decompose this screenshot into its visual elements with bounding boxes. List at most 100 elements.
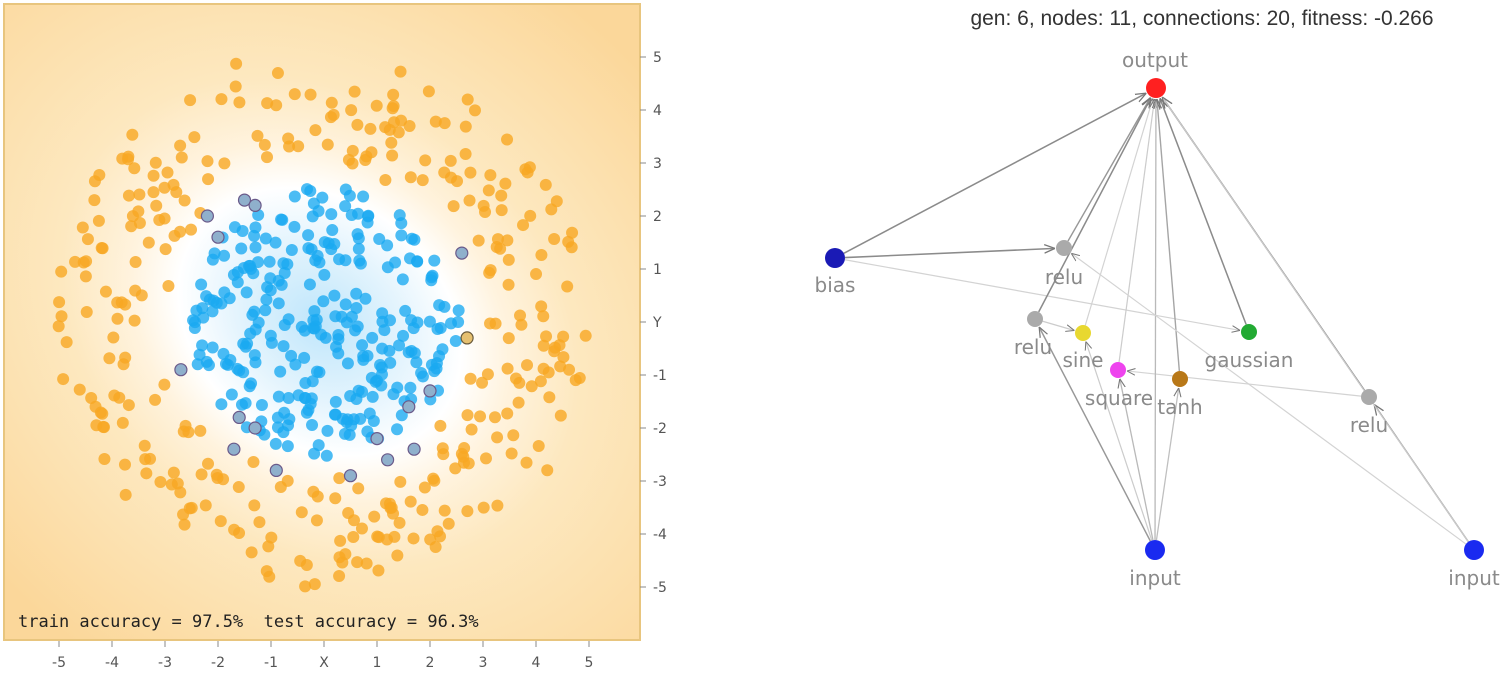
orange-point xyxy=(138,439,151,452)
blue-point xyxy=(217,347,230,360)
orange-point xyxy=(288,88,301,101)
x-tick-label: 4 xyxy=(532,655,541,671)
node-relu2[interactable] xyxy=(1027,311,1043,327)
orange-point xyxy=(495,189,508,202)
node-label-sine: sine xyxy=(1063,348,1104,372)
orange-point xyxy=(304,88,317,101)
orange-point xyxy=(60,336,73,349)
orange-point xyxy=(491,431,504,444)
misclassified-blue-point xyxy=(455,246,469,260)
edge-bias-relu1 xyxy=(844,248,1055,259)
orange-point xyxy=(80,306,93,319)
node-bias[interactable] xyxy=(825,248,845,268)
blue-point xyxy=(381,239,394,252)
edge-relu1-output xyxy=(1067,98,1151,242)
node-input2[interactable] xyxy=(1464,540,1484,560)
orange-point xyxy=(347,530,360,543)
blue-point xyxy=(357,190,370,203)
orange-point xyxy=(484,169,497,182)
orange-point xyxy=(407,532,420,545)
x-tick-label: 1 xyxy=(373,655,382,671)
orange-point xyxy=(159,243,172,256)
blue-point xyxy=(376,315,389,328)
orange-point xyxy=(534,375,547,388)
orange-point xyxy=(543,391,556,404)
blue-point xyxy=(395,409,408,422)
orange-point xyxy=(517,219,530,232)
orange-point xyxy=(391,549,404,562)
orange-point xyxy=(351,556,364,569)
edge-bias-output xyxy=(843,93,1146,254)
orange-point xyxy=(128,162,141,175)
orange-point xyxy=(111,312,124,325)
node-input1[interactable] xyxy=(1145,540,1165,560)
y-tick-label: 1 xyxy=(653,262,662,278)
scatter-plot-panel: -5 -4 -3 -2 -1 X 1 2 3 4 5 5 4 3 2 1 Y -1 -2 -3 -4 -5 train a… xyxy=(0,0,700,676)
blue-point xyxy=(445,317,458,330)
blue-point xyxy=(196,302,209,315)
orange-point xyxy=(140,467,153,480)
node-square[interactable] xyxy=(1110,362,1126,378)
blue-point xyxy=(318,268,331,281)
node-gaussian[interactable] xyxy=(1241,324,1257,340)
orange-point xyxy=(311,490,324,503)
orange-point xyxy=(545,203,558,216)
orange-point xyxy=(258,138,271,151)
blue-point xyxy=(260,293,273,306)
blue-point xyxy=(288,190,301,203)
orange-point xyxy=(489,317,502,330)
blue-point xyxy=(307,197,320,210)
misclassified-blue-point xyxy=(269,463,283,477)
orange-point xyxy=(122,150,135,163)
orange-point xyxy=(53,296,66,309)
blue-point xyxy=(317,295,330,308)
x-tick-label: 3 xyxy=(479,655,488,671)
node-relu3[interactable] xyxy=(1361,389,1377,405)
orange-point xyxy=(135,289,148,302)
blue-point xyxy=(225,388,238,401)
orange-point xyxy=(579,329,592,342)
blue-point xyxy=(433,299,446,312)
blue-point xyxy=(288,220,301,233)
orange-point xyxy=(524,209,537,222)
blue-point xyxy=(249,241,262,254)
orange-point xyxy=(299,580,312,593)
node-sine[interactable] xyxy=(1075,325,1091,341)
orange-point xyxy=(345,104,358,117)
misclassified-blue-point xyxy=(423,384,437,398)
blue-point xyxy=(320,449,333,462)
orange-point xyxy=(161,166,174,179)
blue-point xyxy=(431,322,444,335)
network-graph-panel: gen: 6, nodes: 11, connections: 20, fitn… xyxy=(700,0,1510,676)
blue-point xyxy=(272,297,285,310)
orange-point xyxy=(501,133,514,146)
misclassified-blue-point xyxy=(248,421,262,435)
y-tick-label: -1 xyxy=(653,368,667,384)
orange-point xyxy=(300,559,313,572)
node-label-bias: bias xyxy=(815,273,856,297)
orange-point xyxy=(125,220,138,233)
y-tick-label: Y xyxy=(652,315,662,331)
node-label-tanh: tanh xyxy=(1157,395,1202,419)
node-tanh[interactable] xyxy=(1172,371,1188,387)
blue-point xyxy=(310,365,323,378)
blue-point xyxy=(281,258,294,271)
x-tick-label: -3 xyxy=(158,655,172,671)
y-tick-label: 5 xyxy=(653,50,662,66)
misclassified-blue-point xyxy=(343,469,358,483)
orange-point xyxy=(149,393,162,406)
orange-point xyxy=(133,188,146,201)
node-output[interactable] xyxy=(1146,78,1166,98)
orange-point xyxy=(119,488,132,501)
blue-point xyxy=(275,278,288,291)
orange-point xyxy=(327,108,340,121)
blue-point xyxy=(329,395,342,408)
blue-point xyxy=(339,254,352,267)
node-relu1[interactable] xyxy=(1056,240,1072,256)
orange-point xyxy=(117,358,130,371)
orange-point xyxy=(52,320,65,333)
orange-point xyxy=(55,310,68,323)
blue-point xyxy=(269,236,282,249)
x-tick-label: 2 xyxy=(426,655,435,671)
orange-point xyxy=(251,129,264,142)
